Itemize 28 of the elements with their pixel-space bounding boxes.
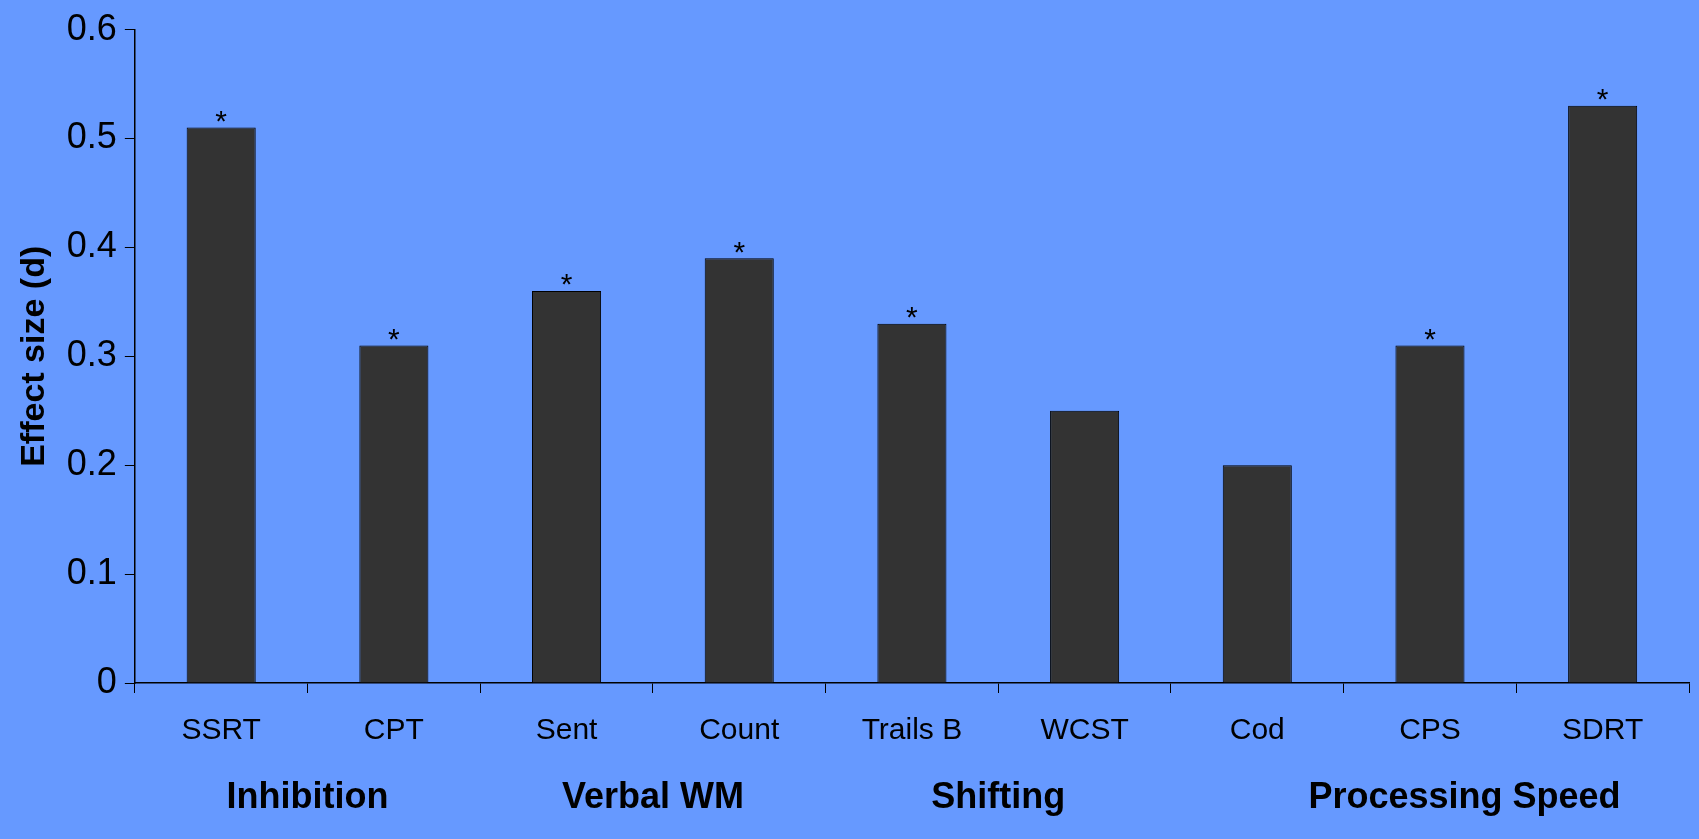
data-label: *	[215, 103, 228, 137]
text: Verbal WM	[561, 775, 744, 816]
x-tick-label: Cod	[1229, 712, 1285, 746]
data-label: *	[1596, 82, 1609, 116]
text: Processing Speed	[1308, 775, 1621, 816]
x-tick-label: Count	[699, 712, 780, 746]
y-tick-label: 0.2	[66, 442, 117, 484]
text: Shifting	[931, 775, 1066, 816]
y-tick-label: 0	[96, 659, 117, 701]
x-tick-label: CPT	[363, 712, 424, 746]
y-tick-label: 0.6	[66, 6, 117, 48]
x-tick-label: CPS	[1399, 712, 1461, 746]
x-tick-label: WCST	[1040, 712, 1129, 746]
x-tick-label: Sent	[535, 712, 599, 746]
y-tick-label: 0.3	[66, 333, 117, 375]
data-label: *	[560, 267, 573, 301]
data-label: *	[388, 321, 401, 355]
data-label: *	[906, 299, 919, 333]
y-tick-label: 0.4	[66, 224, 117, 266]
y-tick-label: 0.5	[66, 115, 117, 157]
data-label: *	[733, 234, 746, 268]
x-tick-label: Trails B	[861, 712, 963, 746]
y-axis-title: Effect size (d)	[12, 245, 51, 467]
data-label: *	[1424, 321, 1437, 355]
x-tick-label: SDRT	[1562, 712, 1644, 746]
text: Inhibition	[226, 775, 389, 816]
y-tick-label: 0.1	[66, 551, 117, 593]
x-tick-label: SSRT	[181, 712, 261, 746]
